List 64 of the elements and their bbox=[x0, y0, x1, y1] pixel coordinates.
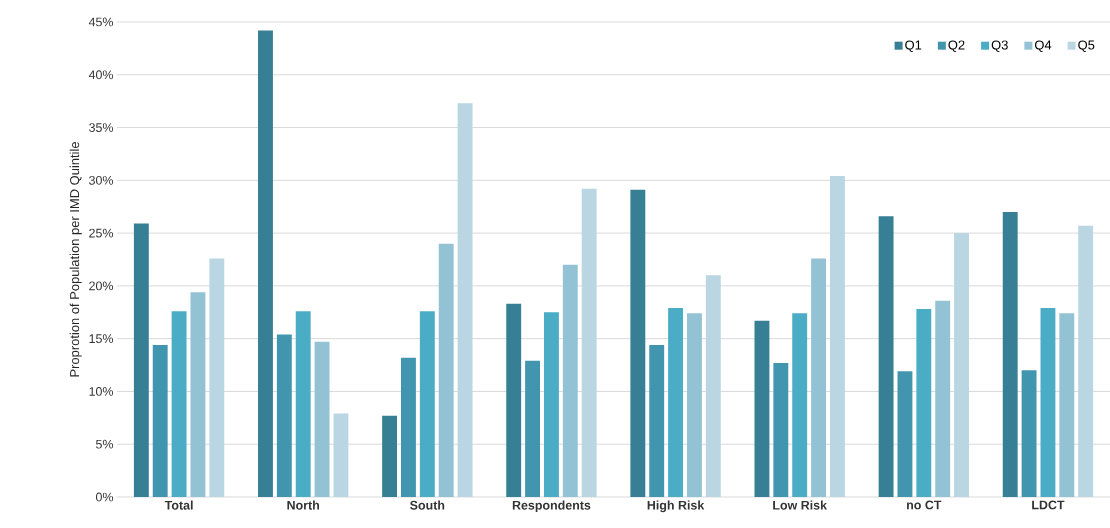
bar bbox=[419, 311, 435, 497]
y-tick-label: 20% bbox=[89, 281, 114, 291]
legend-label: Q2 bbox=[948, 40, 965, 52]
bar bbox=[152, 344, 168, 497]
legend-label: Q3 bbox=[991, 40, 1008, 52]
bar bbox=[1078, 225, 1094, 497]
bar bbox=[630, 189, 646, 497]
y-tick-label: 10% bbox=[89, 387, 114, 396]
bar bbox=[276, 334, 292, 497]
bar bbox=[1040, 308, 1056, 497]
bar bbox=[686, 313, 702, 497]
y-tick-label: 35% bbox=[89, 123, 114, 132]
bar bbox=[773, 362, 789, 497]
y-tick-label: 5% bbox=[95, 439, 114, 449]
y-tick-label: 30% bbox=[89, 175, 114, 185]
y-tick-label: 15% bbox=[89, 334, 114, 344]
y-tick-label: 0% bbox=[95, 492, 114, 502]
x-tick-label: High Risk bbox=[647, 500, 705, 513]
bar bbox=[133, 223, 149, 497]
bar bbox=[1021, 370, 1037, 497]
x-tick-label: North bbox=[287, 500, 320, 510]
x-tick-label: Total bbox=[164, 500, 193, 510]
bar bbox=[649, 344, 665, 497]
legend-label: Q5 bbox=[1078, 40, 1095, 52]
bar bbox=[668, 308, 684, 497]
bar bbox=[935, 300, 951, 497]
bar bbox=[754, 320, 770, 497]
bar bbox=[457, 103, 473, 497]
x-tick-label: South bbox=[410, 500, 445, 510]
x-tick-label: Respondents bbox=[512, 500, 591, 513]
bar bbox=[258, 30, 273, 497]
bar bbox=[295, 311, 311, 497]
bar bbox=[811, 258, 827, 497]
y-tick-label: 40% bbox=[88, 70, 114, 80]
bar bbox=[382, 415, 398, 497]
bar bbox=[209, 258, 225, 497]
bar bbox=[916, 309, 932, 497]
x-tick-label: no CT bbox=[907, 500, 942, 510]
bar bbox=[562, 264, 578, 497]
bar bbox=[581, 188, 597, 497]
bar bbox=[171, 311, 187, 497]
bar bbox=[544, 312, 559, 497]
y-axis-title: Proprotion of Population per IMD Quintile bbox=[69, 142, 82, 377]
bar bbox=[705, 275, 721, 497]
y-tick-label: 25% bbox=[89, 228, 114, 238]
y-tick-label: 45% bbox=[88, 17, 114, 27]
bar bbox=[190, 292, 206, 497]
bar bbox=[792, 313, 808, 497]
bar bbox=[314, 341, 330, 497]
bar bbox=[954, 233, 969, 497]
legend-label: Q4 bbox=[1034, 40, 1052, 52]
bar bbox=[1059, 313, 1075, 497]
bar bbox=[525, 360, 541, 497]
x-tick-label: Low Risk bbox=[773, 500, 828, 510]
bar bbox=[897, 371, 913, 497]
bar bbox=[401, 357, 416, 497]
bar bbox=[333, 413, 349, 497]
x-tick-label: LDCT bbox=[1032, 500, 1065, 510]
legend-label: Q1 bbox=[905, 40, 922, 52]
bar bbox=[1002, 211, 1018, 497]
bar bbox=[878, 216, 894, 497]
bar bbox=[438, 243, 454, 497]
bar bbox=[506, 303, 522, 497]
bar bbox=[829, 176, 845, 497]
